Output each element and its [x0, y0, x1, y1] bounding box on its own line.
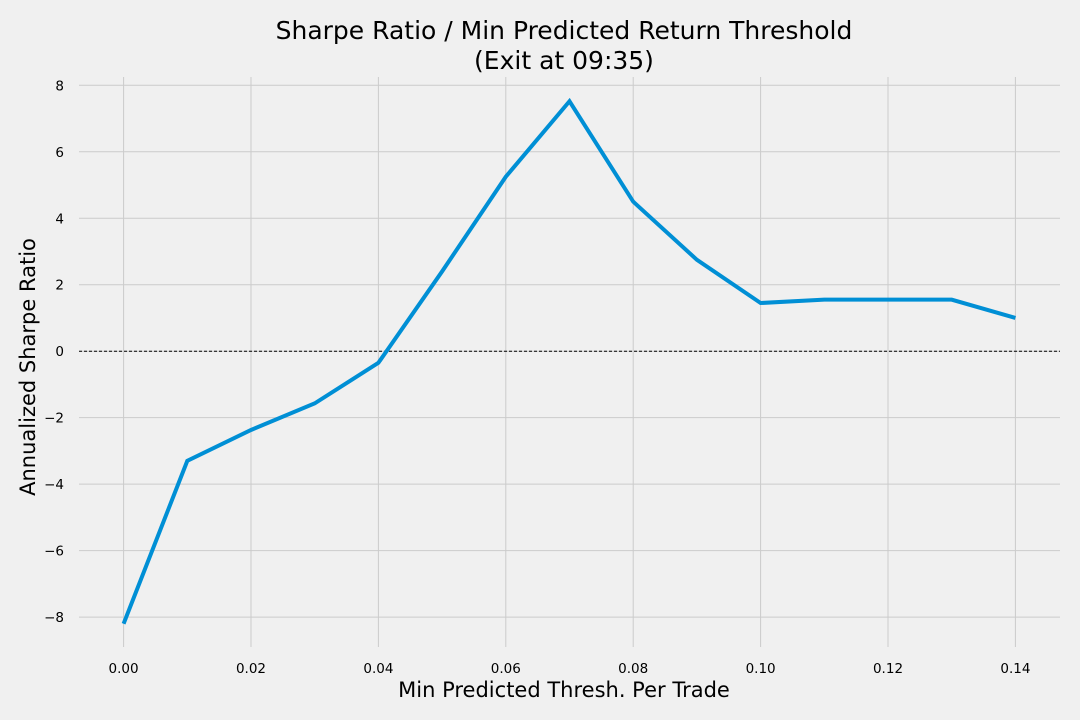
- x-tick-label: 0.08: [618, 661, 648, 677]
- x-tick-label: 0.06: [491, 661, 521, 677]
- tick-labels: 0.00 0.02 0.04 0.06 0.08 0.10 0.12 0.14 −8 −6 −4 −2…: [44, 78, 1030, 677]
- y-tick-label: 8: [55, 78, 64, 94]
- y-tick-label: −2: [44, 411, 64, 427]
- x-tick-label: 0.12: [873, 661, 903, 677]
- x-tick-label: 0.10: [746, 661, 776, 677]
- y-tick-label: 0: [55, 344, 64, 360]
- chart-subtitle: (Exit at 09:35): [474, 46, 654, 75]
- y-axis-label: Annualized Sharpe Ratio: [16, 238, 40, 496]
- x-tick-label: 0.00: [109, 661, 139, 677]
- y-tick-label: 6: [55, 145, 64, 161]
- series-group: [121, 97, 1016, 625]
- series-line: [121, 97, 1016, 625]
- x-tick-label: 0.02: [236, 661, 266, 677]
- x-axis-label: Min Predicted Thresh. Per Trade: [398, 678, 730, 702]
- y-tick-label: −6: [44, 544, 64, 560]
- y-tick-label: −8: [44, 610, 64, 626]
- x-tick-label: 0.14: [1000, 661, 1030, 677]
- y-tick-label: −4: [44, 477, 64, 493]
- x-tick-label: 0.04: [363, 661, 393, 677]
- y-tick-label: 2: [55, 278, 64, 294]
- y-tick-label: 4: [55, 211, 64, 227]
- chart-title: Sharpe Ratio / Min Predicted Return Thre…: [276, 16, 853, 45]
